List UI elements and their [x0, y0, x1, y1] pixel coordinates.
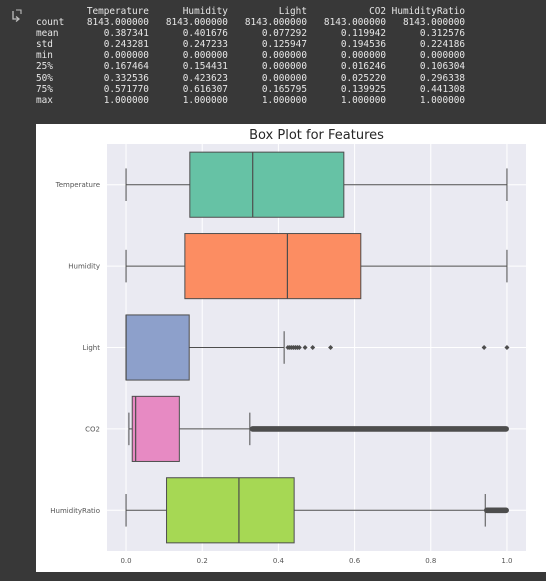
stat-value: 0.296338: [419, 72, 466, 84]
describe-table: Temperature Humidity Light CO2 HumidityR…: [36, 6, 465, 106]
stat-value: 0.224186: [419, 39, 466, 51]
stat-value: 0.165795: [261, 83, 307, 95]
outlier-point: [310, 345, 316, 350]
stat-value: 0.441308: [419, 83, 466, 95]
stat-value: 8143.000000: [323, 17, 387, 29]
stat-value: 0.119942: [340, 28, 386, 40]
column-header: HumidityRatio: [391, 6, 466, 17]
stat-value: 0.154431: [182, 61, 228, 73]
stat-value: 0.194536: [340, 39, 386, 51]
stat-value: 0.000000: [261, 72, 307, 84]
stat-value: 0.000000: [261, 50, 307, 62]
outlier-point: [481, 345, 487, 350]
stat-value: 0.139925: [340, 83, 386, 95]
x-tick-label: 0.4: [273, 557, 285, 565]
box-temperature: [189, 151, 345, 218]
stat-value: 0.423623: [182, 72, 228, 84]
outlier-band: [484, 507, 509, 514]
column-header: Temperature: [86, 6, 149, 17]
stat-label: max: [36, 94, 53, 106]
stat-value: 0.000000: [340, 50, 386, 62]
boxplot-chart: Box Plot for Features 0.0 0.2 0.4 0.6 0.8 1.0 T…: [50, 128, 526, 565]
stat-value: 1.000000: [419, 94, 466, 106]
outlier-band: [249, 426, 509, 432]
stat-value: 0.387341: [103, 28, 149, 40]
y-tick-label: HumidityRatio: [50, 507, 100, 515]
stat-label: mean: [36, 28, 59, 40]
box-light: [125, 314, 190, 381]
y-tick-label: Temperature: [55, 181, 100, 189]
stat-value: 1.000000: [340, 94, 386, 106]
column-header: CO2: [369, 6, 387, 17]
stat-value: 0.571770: [103, 83, 149, 95]
stat-value: 0.125947: [261, 39, 307, 51]
outlier-point: [296, 345, 302, 350]
stat-value: 8143.000000: [402, 17, 466, 29]
stat-label: 25%: [36, 61, 53, 73]
stat-value: 0.000000: [103, 50, 149, 62]
stat-value: 8143.000000: [86, 17, 149, 29]
box-humidity: [184, 233, 362, 300]
stat-value: 0.025220: [340, 72, 386, 84]
outlier-point: [504, 345, 510, 350]
stat-value: 0.312576: [419, 28, 466, 40]
y-tick-label: Humidity: [68, 263, 100, 271]
stat-value: 0.167464: [103, 61, 149, 73]
stat-label: std: [36, 39, 53, 51]
x-tick-label: 1.0: [501, 557, 512, 565]
y-tick-label: Light: [83, 344, 101, 352]
stat-label: min: [36, 50, 53, 62]
x-tick-label: 0.8: [425, 557, 436, 565]
stat-label: count: [36, 17, 65, 29]
column-header: Humidity: [182, 6, 228, 17]
stat-value: 0.243281: [103, 39, 149, 51]
box-co2: [131, 395, 180, 462]
x-tick-label: 0.6: [349, 557, 361, 565]
box-humidityratio: [166, 477, 295, 544]
stat-label: 50%: [36, 72, 53, 84]
stat-value: 8143.000000: [165, 17, 228, 29]
cell-output: Temperature Humidity Light CO2 HumidityR…: [36, 0, 546, 581]
outlier-point: [302, 345, 308, 350]
stat-value: 0.401676: [182, 28, 228, 40]
stat-value: 0.106304: [419, 61, 466, 73]
stat-value: 1.000000: [261, 94, 307, 106]
outlier-point: [328, 345, 334, 350]
boxplot-figure: Box Plot for Features 0.0 0.2 0.4 0.6 0.8 1.0 T…: [36, 124, 546, 572]
stat-value: 0.000000: [419, 50, 466, 62]
stat-value: 0.247233: [182, 39, 228, 51]
output-expand-icon[interactable]: [10, 8, 24, 22]
stat-value: 0.000000: [261, 61, 307, 73]
stat-value: 1.000000: [103, 94, 149, 106]
stat-value: 0.016246: [340, 61, 386, 73]
stat-value: 0.332536: [103, 72, 149, 84]
stat-value: 1.000000: [182, 94, 228, 106]
chart-title: Box Plot for Features: [249, 128, 384, 143]
x-tick-label: 0.2: [197, 557, 208, 565]
stat-value: 0.000000: [182, 50, 228, 62]
stat-value: 0.616307: [182, 83, 228, 95]
y-tick-label: CO2: [85, 425, 100, 433]
x-tick-label: 0.0: [120, 557, 131, 565]
stat-value: 8143.000000: [244, 17, 307, 29]
stat-label: 75%: [36, 83, 53, 95]
column-header: Light: [278, 6, 307, 17]
stat-value: 0.077292: [261, 28, 307, 40]
